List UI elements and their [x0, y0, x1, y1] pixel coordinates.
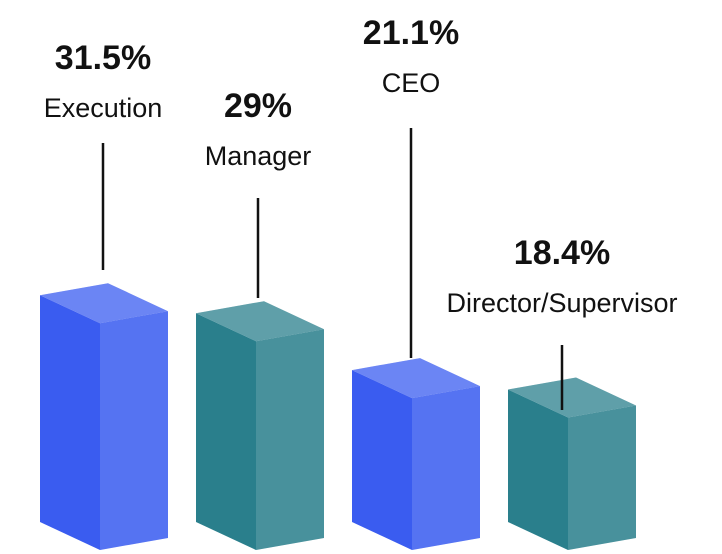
- bar-left-face: [352, 370, 412, 550]
- bar: [196, 301, 324, 550]
- value-label: 18.4%: [514, 234, 610, 272]
- bar-left-face: [40, 295, 100, 550]
- bar-right-face-shade: [412, 386, 480, 550]
- bar-top-face: [352, 358, 480, 399]
- bar-top-face: [40, 283, 168, 324]
- bar-right-face: [256, 329, 324, 550]
- bar: [40, 283, 168, 550]
- bar-right-face: [568, 405, 636, 550]
- bar-top-face-shade: [40, 283, 168, 324]
- bar-top-face: [508, 377, 636, 418]
- bar-top-face-shade: [508, 377, 636, 418]
- value-label: 31.5%: [55, 39, 151, 77]
- category-label: Execution: [44, 93, 163, 123]
- bar: [508, 377, 636, 550]
- bar-right-face-shade: [100, 311, 168, 550]
- category-label: Manager: [205, 141, 312, 171]
- bar-right-face-shade: [256, 329, 324, 550]
- bar-right-face-shade: [568, 405, 636, 550]
- bar-right-face: [100, 311, 168, 550]
- bar-top-face-shade: [352, 358, 480, 399]
- bar-top-face: [196, 301, 324, 342]
- bar-top-face-shade: [196, 301, 324, 342]
- bar: [352, 358, 480, 550]
- category-label: Director/Supervisor: [446, 288, 677, 318]
- bar-right-face: [412, 386, 480, 550]
- category-label: CEO: [382, 68, 441, 98]
- value-label: 29%: [224, 87, 292, 125]
- bar-left-face: [508, 389, 568, 550]
- value-label: 21.1%: [363, 14, 459, 52]
- bar-left-face: [196, 313, 256, 550]
